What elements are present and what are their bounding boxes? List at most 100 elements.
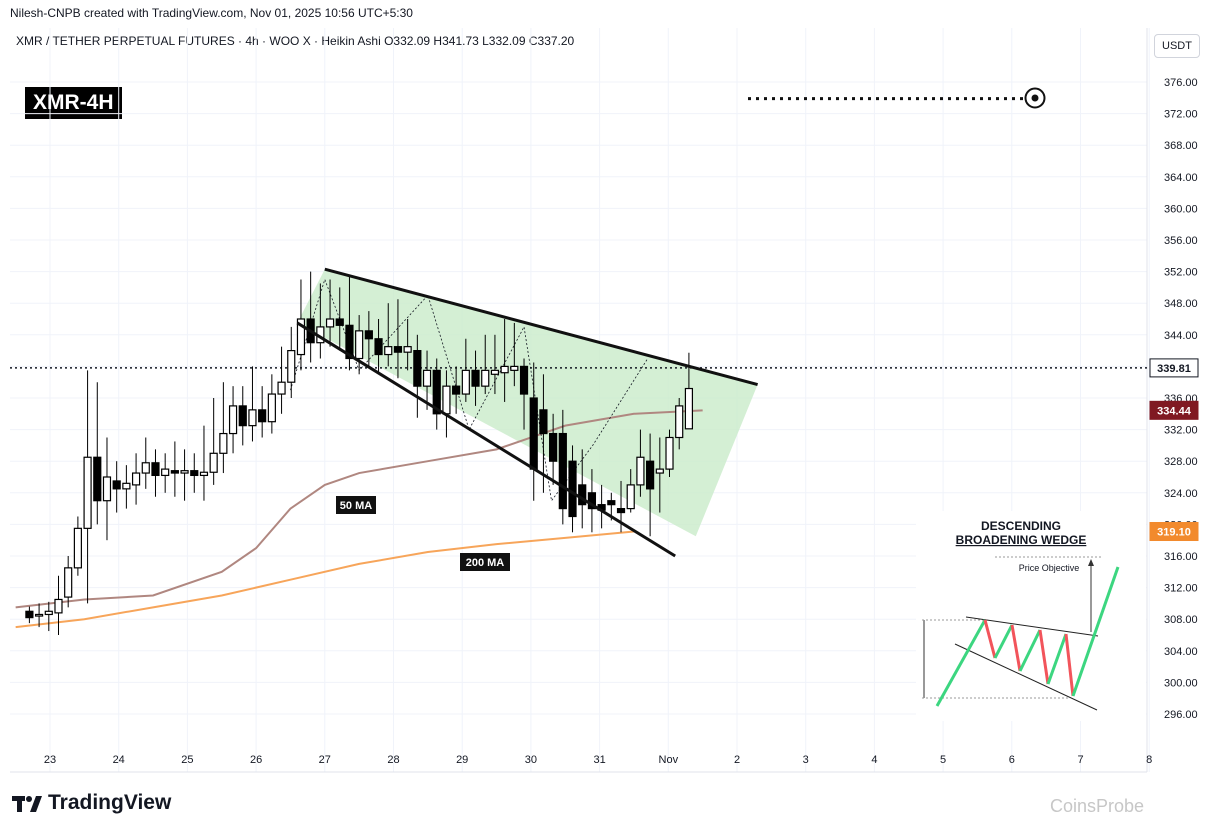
candle-body-down <box>393 346 403 353</box>
time-axis[interactable]: 23 24 25 26 27 28 29 30 31 Nov 2 3 4 5 6 7 8 <box>44 754 1152 766</box>
candle-body-up <box>636 456 645 486</box>
time-tick-label: 28 <box>387 754 399 766</box>
candle <box>413 334 422 418</box>
candle-body-up <box>161 468 170 477</box>
candle <box>34 603 44 628</box>
candle-body-up <box>44 610 53 616</box>
price-tag-last: 339.81 <box>1149 358 1199 378</box>
time-tick-label: 23 <box>44 754 56 766</box>
currency-selector[interactable]: USDT <box>1154 34 1200 58</box>
candle-body-up <box>384 346 393 356</box>
tradingview-logo-icon <box>12 796 42 812</box>
candle-body-up <box>422 369 432 387</box>
candle <box>393 299 403 379</box>
time-tick-label: 31 <box>593 754 605 766</box>
candle-body-down <box>93 456 102 502</box>
time-tick-label: 29 <box>456 754 468 766</box>
candle <box>180 449 189 501</box>
candle-body-up <box>199 471 209 477</box>
ma50-label: 50 MA <box>336 496 376 514</box>
candle-body-down <box>587 492 597 510</box>
ma200-line <box>15 530 635 629</box>
candle-body-up <box>665 436 674 470</box>
candle <box>151 449 160 497</box>
candle-body-up <box>325 318 335 328</box>
price-axis[interactable]: 376.00 372.00 368.00 364.00 360.00 356.00 352.… <box>1164 77 1198 721</box>
candle-body-up <box>34 613 44 617</box>
ma50-line <box>15 409 703 609</box>
candle-body-down <box>616 508 626 514</box>
candle-body-up <box>180 470 189 474</box>
price-tag-label: 334.44 <box>1157 405 1192 417</box>
candle <box>267 374 276 434</box>
price-tick-label: 360.00 <box>1164 203 1198 215</box>
time-tick-label: 7 <box>1077 754 1083 766</box>
candle <box>64 556 73 608</box>
candle-body-up <box>510 365 519 371</box>
candle-body-down <box>335 318 344 326</box>
candle <box>209 398 218 485</box>
time-tick-label: Nov <box>659 754 679 766</box>
candle-body-down <box>549 432 558 462</box>
candle <box>25 606 34 624</box>
ma200-label: 200 MA <box>460 553 510 571</box>
candle-body-down <box>568 460 577 518</box>
candle <box>384 303 393 367</box>
svg-text:200 MA: 200 MA <box>466 557 505 569</box>
candle-body-up <box>296 318 306 356</box>
candle <box>199 425 209 501</box>
candle-body-up <box>403 346 412 353</box>
candle-body-down <box>529 397 538 470</box>
candle-body-up <box>287 350 296 383</box>
candle <box>452 366 461 414</box>
candle-body-up <box>655 468 664 474</box>
candle-body-down <box>25 610 34 619</box>
price-tick-label: 328.00 <box>1164 456 1198 468</box>
time-tick-label: 26 <box>250 754 262 766</box>
candle <box>141 437 150 489</box>
candle <box>422 350 432 410</box>
inset-title-2: BROADENING WEDGE <box>956 533 1087 547</box>
candle <box>364 311 373 367</box>
time-tick-label: 6 <box>1009 754 1015 766</box>
time-tick-label: 8 <box>1146 754 1152 766</box>
candle-body-down <box>558 432 567 510</box>
price-tick-label: 368.00 <box>1164 140 1198 152</box>
price-tick-label: 348.00 <box>1164 298 1198 310</box>
candle-body-down <box>151 462 160 477</box>
pattern-inset: DESCENDING BROADENING WEDGE Price Object… <box>916 511 1146 721</box>
candle-body-down <box>364 330 373 340</box>
price-tick-label: 324.00 <box>1164 488 1198 500</box>
time-tick-label: 30 <box>525 754 537 766</box>
price-tick-label: 312.00 <box>1164 583 1198 595</box>
candle-body-up <box>684 387 694 430</box>
candle <box>73 516 82 576</box>
candle-body-up <box>64 567 73 598</box>
candle <box>219 382 228 474</box>
candle-body-up <box>277 381 286 395</box>
candle-body-up <box>355 330 364 360</box>
candle <box>238 386 247 446</box>
candle <box>510 322 519 387</box>
candle-body-up <box>102 476 112 502</box>
candle <box>646 433 655 537</box>
candle <box>519 358 529 430</box>
time-tick-label: 2 <box>734 754 740 766</box>
candle-body-down <box>374 338 383 356</box>
candle <box>471 350 480 406</box>
price-tag-label: 319.10 <box>1157 527 1191 539</box>
candle-body-down <box>170 470 179 474</box>
candle-body-down <box>471 369 480 387</box>
tradingview-logo[interactable]: TradingView <box>12 791 171 815</box>
candle-body-down <box>452 385 461 395</box>
candle-body-up <box>209 452 218 473</box>
candle <box>374 319 383 375</box>
candle <box>258 386 267 438</box>
candle-body-up <box>461 369 470 395</box>
candle-body-down <box>607 500 616 506</box>
candle <box>54 575 63 635</box>
price-tag-label: 339.81 <box>1157 363 1191 375</box>
wedge-upper-line <box>324 267 758 387</box>
price-tick-label: 296.00 <box>1164 709 1198 721</box>
